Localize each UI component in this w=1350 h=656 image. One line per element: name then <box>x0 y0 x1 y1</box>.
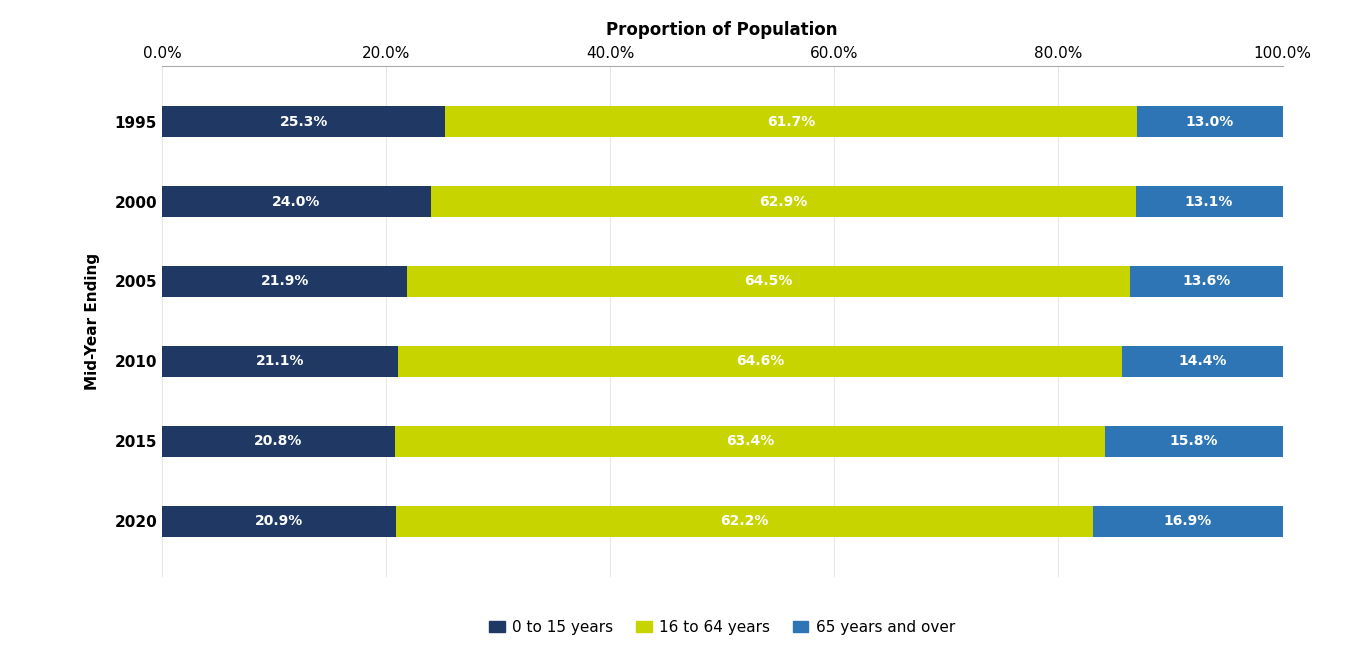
Bar <box>1094 506 1282 537</box>
Text: 15.8%: 15.8% <box>1169 434 1218 448</box>
Bar <box>162 106 446 136</box>
Text: 63.4%: 63.4% <box>726 434 775 448</box>
Bar <box>162 186 431 216</box>
Text: 21.9%: 21.9% <box>261 274 309 289</box>
Bar <box>396 506 1094 537</box>
Bar <box>162 346 398 377</box>
Text: 20.9%: 20.9% <box>255 514 304 528</box>
Text: 64.5%: 64.5% <box>745 274 792 289</box>
Bar <box>1122 346 1284 377</box>
Bar <box>1135 186 1282 216</box>
Bar <box>162 426 396 457</box>
Bar <box>431 186 1135 216</box>
Legend: 0 to 15 years, 16 to 64 years, 65 years and over: 0 to 15 years, 16 to 64 years, 65 years … <box>483 614 961 642</box>
Bar <box>396 426 1106 457</box>
Text: 64.6%: 64.6% <box>736 354 784 369</box>
Text: 16.9%: 16.9% <box>1164 514 1212 528</box>
Text: 61.7%: 61.7% <box>767 115 815 129</box>
Text: 20.8%: 20.8% <box>254 434 302 448</box>
Text: 13.0%: 13.0% <box>1185 115 1234 129</box>
Bar <box>1137 106 1282 136</box>
Bar <box>162 506 396 537</box>
Bar <box>162 266 408 297</box>
Text: 13.1%: 13.1% <box>1185 195 1234 209</box>
Text: 25.3%: 25.3% <box>279 115 328 129</box>
Bar <box>446 106 1137 136</box>
Y-axis label: Mid-Year Ending: Mid-Year Ending <box>85 253 100 390</box>
Bar <box>1130 266 1282 297</box>
Text: 24.0%: 24.0% <box>273 195 321 209</box>
Bar <box>408 266 1130 297</box>
Text: 14.4%: 14.4% <box>1179 354 1227 369</box>
Text: 62.2%: 62.2% <box>721 514 770 528</box>
Text: 62.9%: 62.9% <box>759 195 807 209</box>
Text: 21.1%: 21.1% <box>256 354 305 369</box>
Bar <box>398 346 1122 377</box>
Text: 13.6%: 13.6% <box>1183 274 1230 289</box>
X-axis label: Proportion of Population: Proportion of Population <box>606 20 838 39</box>
Bar <box>1106 426 1282 457</box>
